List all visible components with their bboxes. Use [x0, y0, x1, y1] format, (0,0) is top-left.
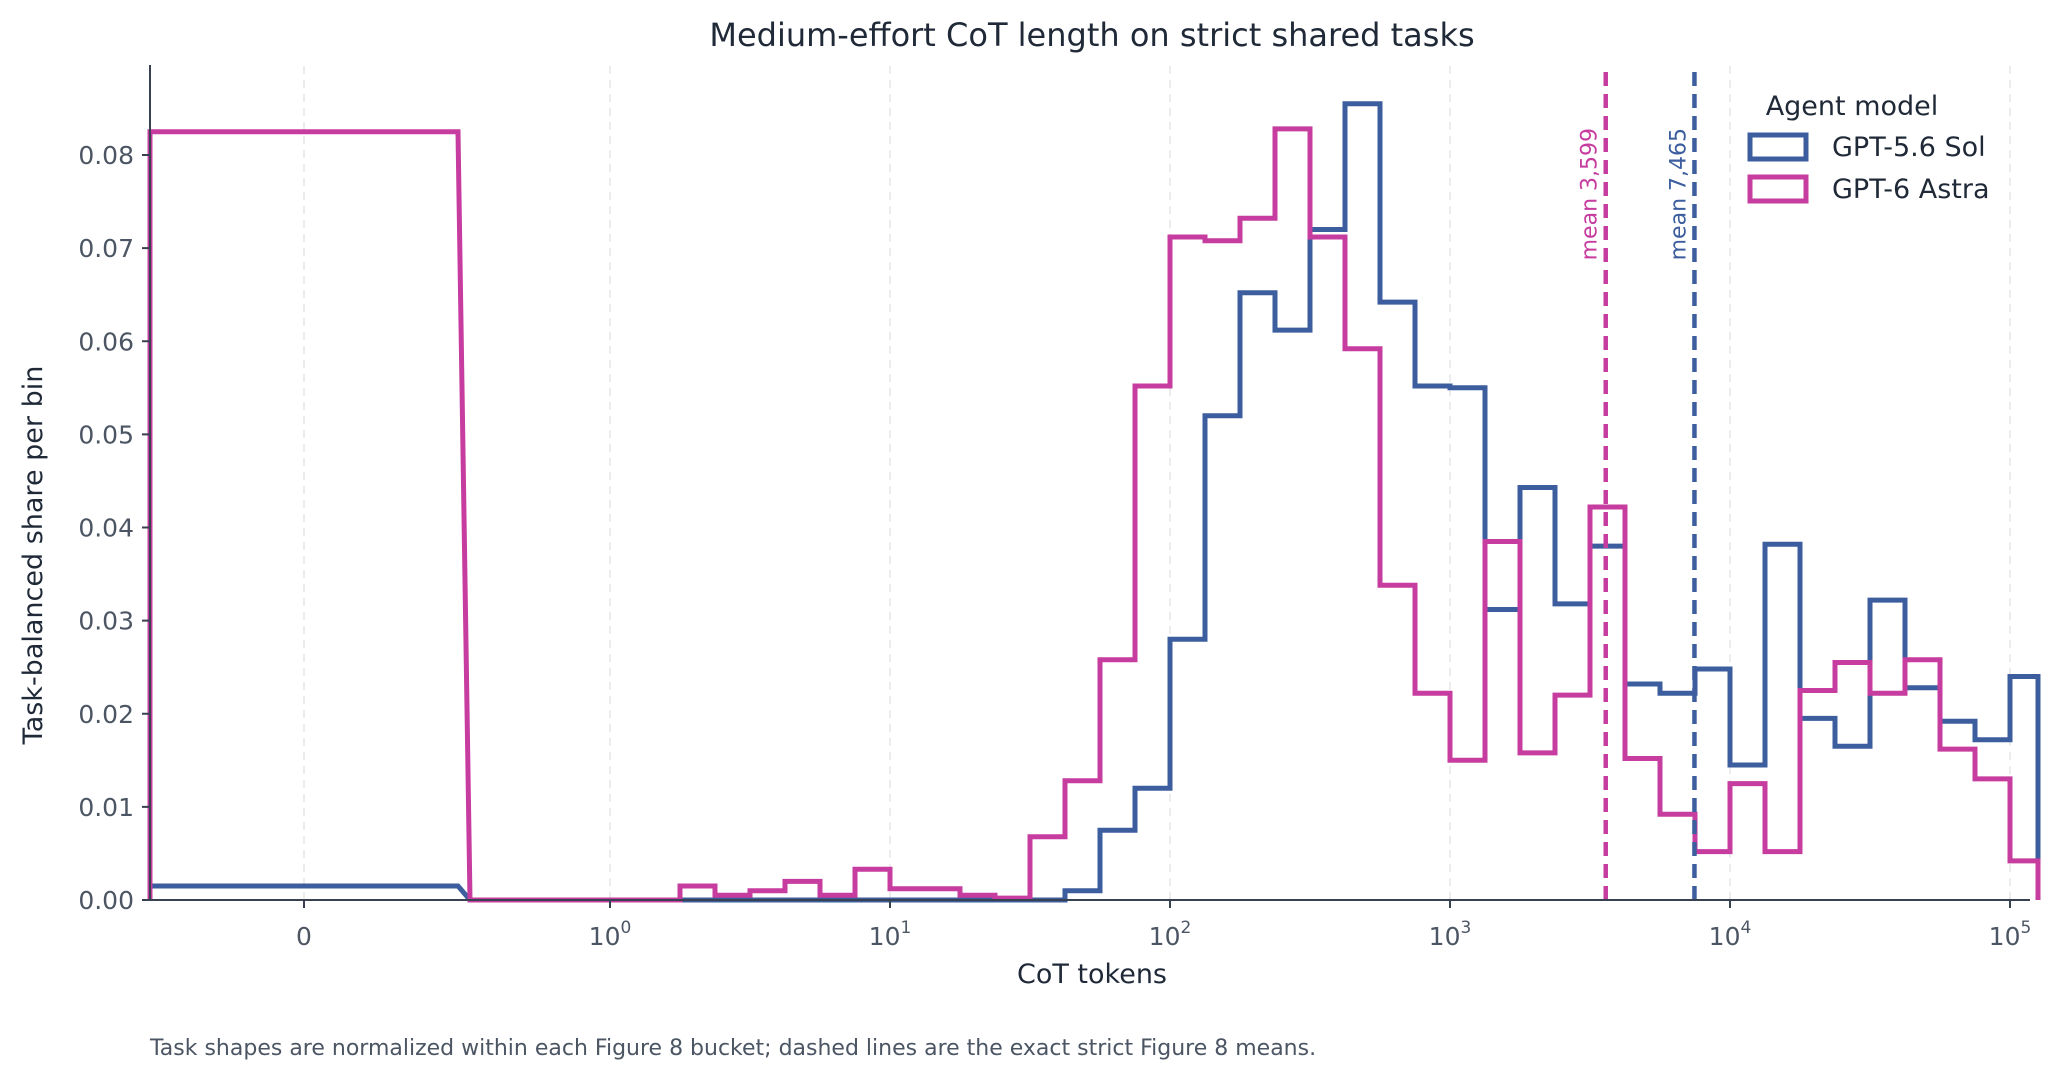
legend-label: GPT-6 Astra	[1832, 174, 1990, 205]
y-tick-label: 0.01	[78, 793, 134, 822]
x-tick-label: 104	[1709, 918, 1752, 951]
y-tick-label: 0.05	[78, 420, 134, 449]
legend-title: Agent model	[1766, 91, 1939, 122]
y-tick-label: 0.00	[78, 886, 134, 915]
legend-entries: GPT-5.6 Sol GPT-6 Astra	[1747, 132, 1990, 205]
y-axis-label: Task-balanced share per bin	[18, 366, 49, 746]
mean-label: mean 3,599	[1578, 128, 1603, 260]
axes	[149, 65, 2030, 901]
y-tick-label: 0.04	[78, 514, 134, 543]
grid-layer	[303, 65, 2011, 900]
legend-swatch	[1747, 174, 1809, 204]
x-tick-label: 100	[589, 918, 632, 951]
y-tick-label: 0.08	[78, 141, 134, 170]
x-tick-label: 101	[869, 918, 912, 951]
x-tick-label: 102	[1149, 918, 1192, 951]
y-tick-label: 0.02	[78, 700, 134, 729]
y-tick-label: 0.07	[78, 234, 134, 263]
x-tick-label: 105	[1989, 918, 2032, 951]
y-ticks: 0.00 0.01 0.02 0.03 0.04 0.05 0.06 0.07 0.08	[78, 141, 150, 915]
legend: Agent model GPT-5.6 Sol GPT-6 Astra	[1747, 91, 1990, 205]
chart-title: Medium-effort CoT length on strict share…	[709, 16, 1474, 54]
mean-label: mean 7,465	[1666, 128, 1691, 260]
x-tick-label: 103	[1429, 918, 1472, 951]
x-ticks: 0 100 101 102 103 104 105	[296, 900, 2031, 951]
legend-label: GPT-5.6 Sol	[1832, 132, 1986, 163]
x-tick-label: 0	[296, 922, 312, 951]
mean-lines: mean 3,599 mean 7,465	[1578, 65, 1697, 900]
series-layer	[147, 101, 2041, 903]
series-gpt-6-astra-line	[147, 126, 2041, 903]
x-axis-label: CoT tokens	[1017, 959, 1167, 990]
legend-swatch	[1747, 132, 1809, 162]
y-tick-label: 0.03	[78, 607, 134, 636]
y-tick-label: 0.06	[78, 327, 134, 356]
footnote: Task shapes are normalized within each F…	[149, 1036, 1316, 1061]
